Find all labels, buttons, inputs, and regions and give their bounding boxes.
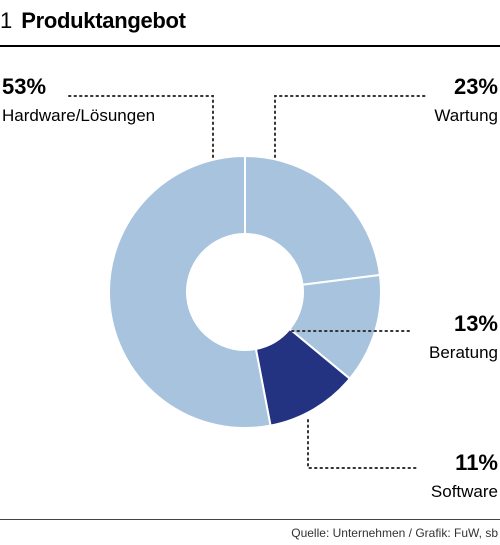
label-name-beratung: Beratung (429, 343, 498, 362)
label-name-wartung: Wartung (434, 106, 498, 125)
donut-chart: 23% Wartung 13% Beratung 11% Software 53% Hardw… (2, 74, 498, 501)
label-pct-beratung: 13% (454, 311, 498, 336)
chart-title-row: 1 Produktangebot (0, 8, 186, 38)
leader-lines (67, 95, 429, 469)
label-pct-software: 11% (455, 450, 498, 475)
label-name-hardware: Hardware/Lösungen (2, 106, 155, 125)
label-name-software: Software (431, 482, 498, 501)
slice-wartung (244, 154, 382, 286)
leader-software (307, 419, 419, 469)
source-note: Quelle: Unternehmen / Grafik: FuW, sb (291, 526, 498, 540)
label-pct-hardware: 53% (2, 74, 46, 99)
slice-labels: 23% Wartung 13% Beratung 11% Software 53% Hardw… (2, 74, 498, 501)
title-rule (0, 45, 500, 47)
label-pct-wartung: 23% (454, 74, 498, 99)
leader-wartung (274, 95, 429, 158)
figure-number: 1 (0, 8, 13, 33)
donut-slices (108, 154, 382, 429)
footer-rule (0, 519, 500, 520)
leader-hardware (67, 95, 214, 158)
slice-hardware-l-sungen (108, 154, 272, 429)
chart-title: Produktangebot (21, 8, 186, 33)
